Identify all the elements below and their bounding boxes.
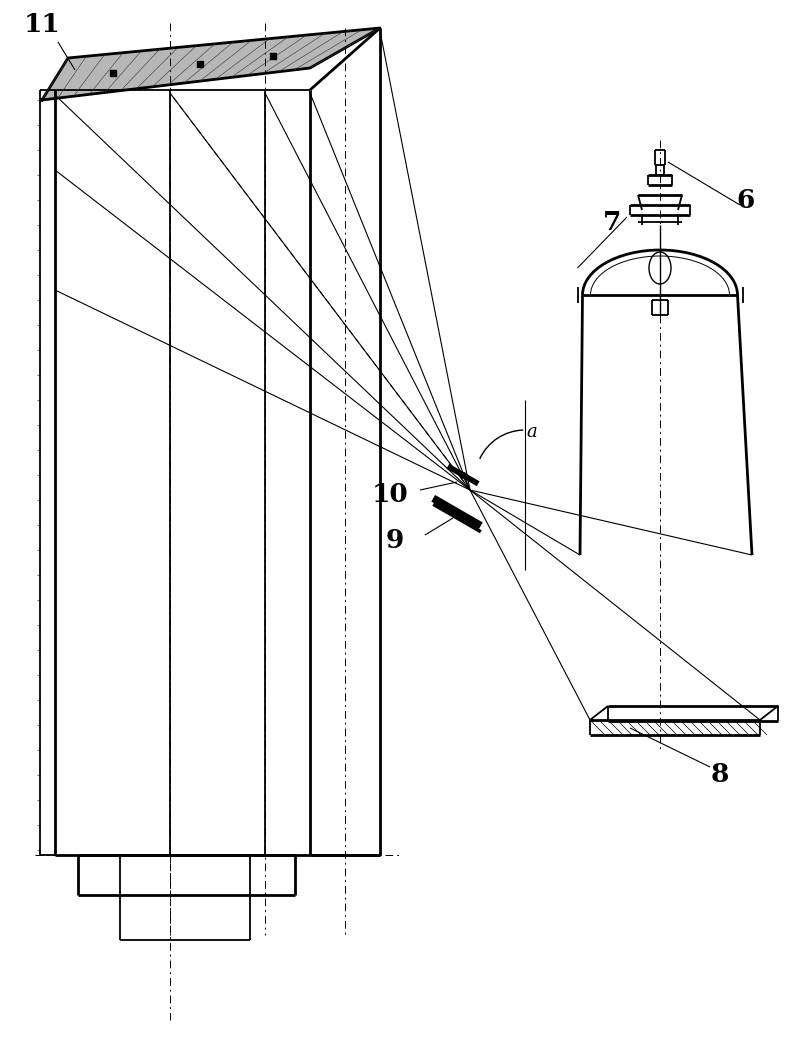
Polygon shape: [42, 28, 380, 100]
Text: a: a: [526, 423, 538, 441]
Text: 6: 6: [736, 187, 754, 212]
Text: 7: 7: [603, 209, 621, 234]
Text: 10: 10: [372, 482, 408, 508]
Text: 11: 11: [24, 12, 60, 37]
Text: 9: 9: [386, 528, 404, 553]
Text: 8: 8: [711, 762, 729, 787]
